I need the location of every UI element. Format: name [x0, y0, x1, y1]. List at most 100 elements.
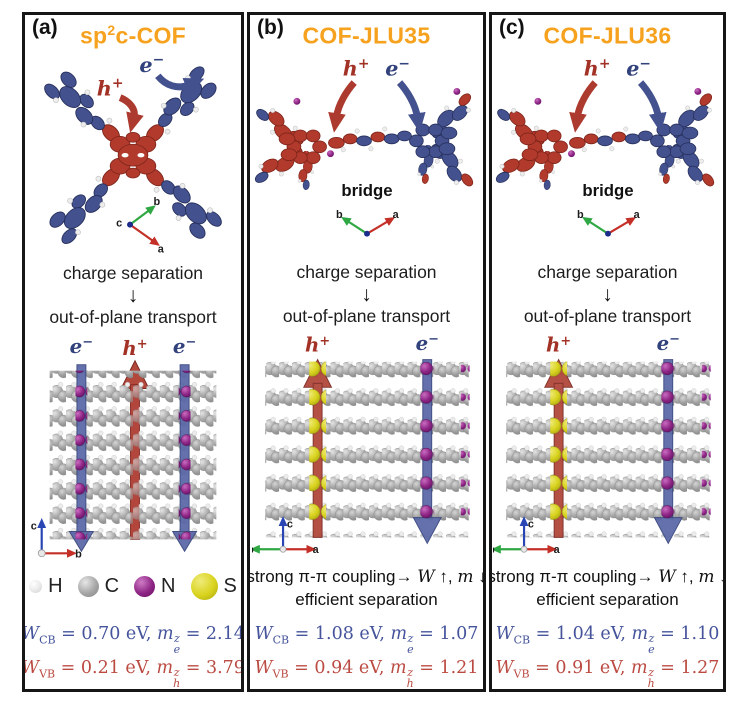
bridge-chain — [292, 87, 460, 157]
nitrogen-column-right — [178, 370, 191, 540]
panel-row: (a) sp2c-COF h+ e — [22, 12, 726, 692]
nitrogen-column — [419, 361, 434, 520]
hole-label-left: h+ — [546, 333, 571, 357]
atom-sphere-n — [134, 575, 156, 597]
axis-indicator-top-c: b a — [577, 209, 640, 237]
electron-label-right: e− — [173, 334, 196, 358]
panel-c-label: (c) — [499, 16, 525, 39]
atom-legend: H C N S — [29, 571, 237, 601]
hole-label: h+ — [583, 55, 610, 80]
electron-label: e− — [139, 51, 164, 76]
axis-indicator-top-b: b a — [336, 209, 399, 237]
axis-b-label: b — [336, 209, 343, 221]
hole-arrow — [327, 79, 357, 133]
acceptor-cluster — [408, 87, 479, 194]
legend-item-c: C — [77, 575, 119, 598]
panel-a: (a) sp2c-COF h+ e — [22, 12, 244, 692]
axis-indicator-bottom-c: c b a — [492, 516, 560, 556]
axis-c-dot — [127, 221, 133, 228]
axis-c-label: c — [31, 520, 37, 532]
donor-cluster — [492, 99, 568, 191]
panel-b: (b) COF-JLU35 — [247, 12, 486, 692]
hole-label: h+ — [97, 75, 124, 100]
title-pre: COF-JLU35 — [302, 22, 431, 49]
hole-label: h+ — [342, 55, 369, 80]
panel-b-label: (b) — [257, 16, 284, 39]
panel-b-title: COF-JLU35 — [303, 22, 431, 50]
hole-arrow — [118, 94, 144, 133]
title-sup: 2 — [107, 22, 116, 38]
panel-c: (c) COF-JLU36 — [489, 12, 726, 692]
bridge-label: bridge — [341, 181, 392, 200]
nitrogen-edge-column — [701, 361, 711, 520]
axis-a-label: a — [633, 209, 640, 221]
electron-arrow — [637, 79, 667, 133]
axis-b-label: b — [577, 209, 584, 221]
hole-arrow — [568, 79, 598, 133]
panel-a-title: sp2c-COF — [80, 22, 186, 50]
legend-symbol: H — [48, 574, 63, 597]
electron-label-right: e− — [656, 331, 679, 355]
atom-layers — [264, 361, 469, 538]
legend-item-n: N — [134, 574, 176, 598]
axis-b-label: b — [75, 548, 82, 560]
charge-density-top-view-b: h+ e− bridge b a — [251, 55, 479, 237]
axis-b-label: b — [153, 195, 160, 207]
acceptor-cluster — [649, 87, 720, 194]
axis-c-dot — [363, 230, 370, 237]
hole-label-mid: h+ — [122, 336, 147, 360]
nitrogen-column-left — [75, 370, 88, 540]
bridge-chain — [533, 87, 701, 157]
stacked-layers-side-view-a: e− h+ e− — [31, 334, 217, 560]
panel-c-title: COF-JLU36 — [544, 22, 672, 50]
nitrogen-atom — [452, 87, 460, 95]
axis-b-label: b — [493, 544, 495, 556]
title-pre: COF-JLU36 — [543, 22, 672, 49]
panel-a-label: (a) — [32, 16, 58, 39]
atom-sphere-c — [77, 575, 99, 597]
stacked-layers-side-view-b: h+ e− c — [251, 331, 470, 556]
molecule-center-hole-density — [109, 131, 157, 179]
efficient-separation-text: efficient separation — [536, 590, 679, 610]
axis-a-label: a — [158, 243, 165, 255]
legend-symbol: N — [161, 574, 176, 597]
nitrogen-atom — [292, 97, 300, 105]
axis-a-label: a — [392, 209, 399, 221]
electron-label: e− — [385, 55, 410, 80]
axis-c-label: c — [116, 217, 122, 229]
axis-indicator-bottom-a: c b — [31, 518, 82, 560]
down-arrow-icon: ↓ — [602, 282, 613, 306]
title-pre: sp — [79, 22, 108, 49]
coupling-text: strong π-π coupling→ W ↑, m ↓ — [247, 567, 486, 588]
electron-arrow — [396, 79, 426, 133]
nitrogen-atom — [567, 149, 575, 157]
axis-c-label: c — [527, 519, 533, 531]
axis-a-label: a — [553, 544, 560, 556]
legend-item-h: H — [29, 574, 63, 598]
hole-arrow-overlay — [130, 384, 140, 540]
electron-label-left: e− — [70, 334, 93, 358]
step1-text: charge separation — [296, 261, 437, 282]
legend-item-s: S — [190, 572, 237, 600]
nitrogen-column — [660, 361, 675, 520]
electron-label: e− — [626, 55, 651, 80]
step2-text: out-of-plane transport — [282, 305, 451, 326]
coupling-text: strong π-π coupling→ W ↑, m ↓ — [489, 567, 723, 588]
donor-cluster — [251, 99, 327, 191]
nitrogen-edge-column — [460, 361, 470, 520]
legend-symbol: S — [223, 574, 237, 597]
title-post: c-COF — [115, 22, 187, 49]
step1-text: charge separation — [62, 263, 204, 284]
bridge-label: bridge — [582, 181, 633, 200]
down-arrow-icon: ↓ — [127, 284, 139, 308]
axis-indicator-bottom-b: c b a — [251, 516, 319, 556]
atom-sphere-s — [190, 572, 218, 600]
electron-arrow — [155, 73, 205, 95]
